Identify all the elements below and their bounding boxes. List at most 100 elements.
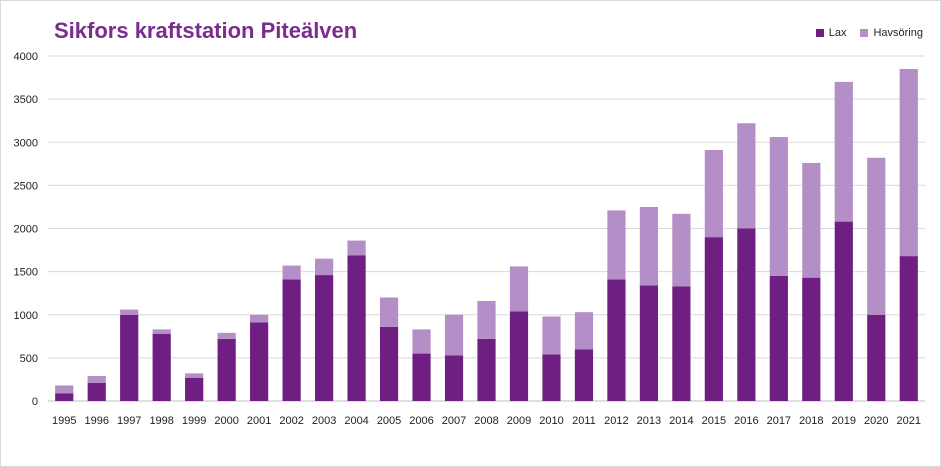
x-tick-label: 2016: [734, 415, 758, 427]
bar-havsoring-2015: [704, 150, 723, 238]
y-tick-label: 3500: [14, 94, 38, 106]
chart-title: Sikfors kraftstation Piteälven: [54, 18, 358, 43]
bar-lax-2020: [867, 314, 886, 401]
x-tick-label: 2007: [442, 415, 466, 427]
bar-lax-2019: [834, 221, 853, 401]
bar-lax-2007: [444, 355, 464, 401]
bar-havsoring-2017: [769, 137, 788, 276]
x-axis-tick-labels: 1995 1996 1997 1998 1999 2000 2001 2002 2003 2004…: [52, 415, 921, 427]
legend-label-havsoring: Havsöring: [873, 27, 923, 39]
x-tick-label: 2015: [702, 415, 726, 427]
y-tick-label: 2500: [14, 180, 38, 192]
bar-havsoring-2016: [737, 123, 756, 229]
x-tick-label: 2020: [864, 415, 888, 427]
x-tick-label: 2006: [409, 415, 433, 427]
x-tick-label: 1999: [182, 415, 206, 427]
bar-havsoring-2000: [217, 332, 236, 339]
legend-swatch-havsoring: [860, 29, 869, 37]
x-tick-label: 2019: [832, 415, 856, 427]
bar-lax-2009: [509, 311, 529, 401]
x-tick-label: 2010: [539, 415, 563, 427]
bar-lax-1995: [55, 393, 74, 401]
bars: [55, 68, 918, 401]
legend-item-havsoring: Havsöring: [860, 27, 923, 39]
bar-lax-1998: [152, 333, 171, 401]
bar-lax-2003: [314, 275, 334, 401]
bar-havsoring-2002: [282, 265, 301, 280]
bar-lax-2002: [282, 279, 301, 401]
bar-lax-2000: [217, 338, 236, 401]
bar-havsoring-2008: [477, 300, 496, 339]
x-tick-label: 1995: [52, 415, 76, 427]
bar-lax-1997: [120, 314, 139, 401]
bar-lax-2013: [639, 285, 659, 401]
bar-lax-2017: [769, 275, 788, 401]
x-tick-label: 2008: [474, 415, 498, 427]
bar-havsoring-2009: [509, 266, 529, 312]
x-tick-label: 2017: [767, 415, 791, 427]
bar-havsoring-2004: [347, 240, 366, 256]
bar-lax-2004: [347, 255, 366, 401]
legend-swatch-lax: [815, 29, 824, 37]
bar-havsoring-2021: [899, 68, 918, 257]
x-tick-label: 2004: [344, 415, 368, 427]
y-tick-label: 1000: [14, 310, 38, 322]
x-tick-label: 1997: [117, 415, 141, 427]
bar-havsoring-2006: [412, 329, 431, 354]
bar-havsoring-2019: [834, 81, 853, 222]
bar-havsoring-1998: [152, 329, 171, 334]
bar-lax-2012: [607, 279, 626, 401]
bar-havsoring-2007: [444, 314, 464, 356]
x-tick-label: 2009: [507, 415, 531, 427]
x-tick-label: 2018: [799, 415, 823, 427]
x-tick-label: 2003: [312, 415, 336, 427]
bar-havsoring-2020: [867, 157, 886, 315]
x-tick-label: 2001: [247, 415, 271, 427]
bar-lax-2015: [704, 237, 723, 401]
bar-lax-2005: [379, 326, 399, 401]
bar-havsoring-2014: [672, 213, 691, 287]
bar-havsoring-1999: [185, 373, 204, 378]
bar-havsoring-2001: [250, 314, 269, 323]
chart-legend: Lax Havsöring: [815, 27, 923, 39]
y-tick-label: 2000: [14, 224, 38, 236]
bar-lax-2006: [412, 353, 431, 401]
y-tick-label: 3000: [14, 137, 38, 149]
x-tick-label: 2011: [572, 415, 596, 427]
bar-havsoring-2010: [542, 316, 561, 355]
bar-lax-2016: [737, 228, 756, 401]
bar-lax-2011: [574, 349, 594, 401]
bar-lax-2018: [802, 277, 821, 401]
y-axis-tick-labels: 0 500 1000 1500 2000 2500 3000 3500 4000: [14, 51, 38, 408]
bar-lax-2008: [477, 338, 496, 401]
bar-havsoring-1996: [87, 375, 106, 383]
x-tick-label: 1998: [149, 415, 173, 427]
legend-item-lax: Lax: [815, 27, 847, 39]
x-tick-label: 2005: [377, 415, 401, 427]
bar-havsoring-2013: [639, 206, 659, 286]
bar-havsoring-2005: [379, 297, 399, 327]
y-tick-label: 4000: [14, 51, 38, 63]
x-tick-label: 2013: [637, 415, 661, 427]
y-tick-label: 1500: [14, 267, 38, 279]
x-tick-label: 2000: [214, 415, 238, 427]
bar-havsoring-1995: [55, 385, 74, 394]
x-tick-label: 2002: [279, 415, 303, 427]
bar-havsoring-2011: [574, 312, 594, 350]
y-tick-label: 500: [20, 353, 38, 365]
bar-lax-1996: [87, 382, 106, 401]
bar-lax-2001: [250, 322, 269, 401]
bar-havsoring-2012: [607, 210, 626, 280]
bar-havsoring-2003: [314, 258, 334, 276]
x-tick-label: 2014: [669, 415, 693, 427]
x-tick-label: 1996: [84, 415, 108, 427]
x-tick-label: 2021: [897, 415, 921, 427]
bar-havsoring-2018: [802, 162, 821, 278]
bar-lax-2021: [899, 256, 918, 401]
bar-lax-1999: [185, 377, 204, 401]
bar-lax-2014: [672, 286, 691, 401]
x-tick-label: 2012: [604, 415, 628, 427]
legend-label-lax: Lax: [828, 27, 847, 39]
bar-lax-2010: [542, 354, 561, 401]
